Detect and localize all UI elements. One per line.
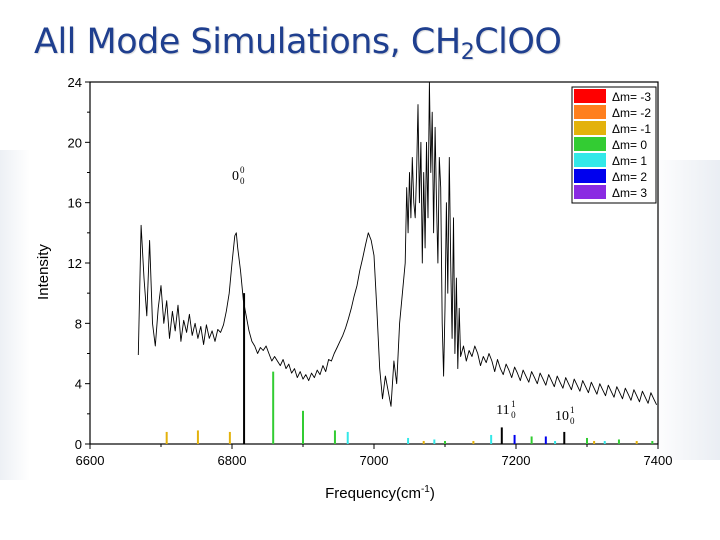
slide-background-shade-left xyxy=(0,150,30,480)
slide-title-tail: ClOO xyxy=(474,22,562,62)
x-tick-label: 7200 xyxy=(502,453,531,468)
legend-swatch xyxy=(574,105,606,119)
slide-title-subscript: 2 xyxy=(460,40,475,65)
annotation-band-origin-sup: 0 xyxy=(240,165,245,175)
y-tick-label: 16 xyxy=(68,196,82,211)
legend-swatch xyxy=(574,169,606,183)
legend-label: Δm= -1 xyxy=(612,122,651,136)
legend-label: Δm= -3 xyxy=(612,90,651,104)
annotation-band-10-base: 10 xyxy=(555,409,569,424)
y-tick-label: 8 xyxy=(75,316,82,331)
annotation-band-11-base: 11 xyxy=(496,403,509,418)
x-tick-label: 7000 xyxy=(360,453,389,468)
slide-title-main: All Mode Simulations, CH xyxy=(34,22,461,62)
legend-label: Δm= 0 xyxy=(612,138,647,152)
legend-swatch xyxy=(574,121,606,135)
annotation-band-origin-sub: 0 xyxy=(240,176,245,186)
legend-swatch xyxy=(574,137,606,151)
y-tick-label: 12 xyxy=(68,256,82,271)
legend-swatch xyxy=(574,153,606,167)
x-axis-title: Frequency(cm-1) xyxy=(325,484,435,502)
x-tick-label: 6800 xyxy=(218,453,247,468)
legend-label: Δm= 2 xyxy=(612,170,647,184)
y-tick-label: 0 xyxy=(75,437,82,452)
y-tick-label: 20 xyxy=(68,135,82,150)
legend-label: Δm= 3 xyxy=(612,186,647,200)
annotation-band-11-sub: 0 xyxy=(511,410,516,420)
annotation-band-origin-base: 0 xyxy=(232,169,239,184)
slide-background-shade-right xyxy=(650,160,720,460)
y-tick-label: 4 xyxy=(75,377,82,392)
legend-label: Δm= 1 xyxy=(612,154,647,168)
legend-swatch xyxy=(574,185,606,199)
y-axis-title: Intensity xyxy=(35,244,52,300)
annotation-band-11-sup: 1 xyxy=(511,399,516,409)
x-tick-label: 7400 xyxy=(644,453,673,468)
x-tick-label: 6600 xyxy=(76,453,105,468)
legend-label: Δm= -2 xyxy=(612,106,651,120)
slide-title: All Mode Simulations, CH2ClOO xyxy=(34,22,562,65)
experimental-spectrum-line xyxy=(137,81,658,407)
annotation-band-10-sup: 1 xyxy=(570,405,575,415)
annotation-band-10-sub: 0 xyxy=(570,416,575,426)
y-tick-label: 24 xyxy=(68,75,82,90)
legend-swatch xyxy=(574,89,606,103)
